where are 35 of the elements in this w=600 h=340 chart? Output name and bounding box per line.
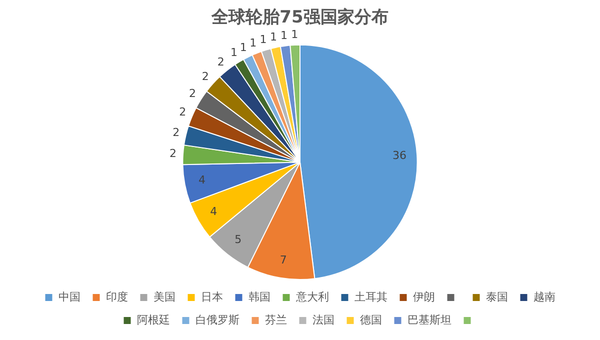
legend-label: 法国	[312, 313, 334, 326]
legend-label: 韩国	[248, 290, 270, 304]
legend-label: 意大利	[294, 290, 329, 304]
data-label: 36	[392, 148, 407, 162]
legend-label: 泰国	[486, 290, 508, 304]
data-label: 2	[202, 70, 209, 83]
legend-label: 伊朗	[412, 290, 435, 304]
data-label: 5	[234, 233, 242, 246]
data-label: 1	[230, 46, 238, 60]
data-label: 2	[179, 106, 186, 119]
data-label: 1	[291, 28, 298, 41]
data-label: 4	[198, 174, 206, 187]
legend-label: 美国	[153, 290, 176, 304]
data-label: 1	[260, 33, 267, 46]
data-label: 1	[280, 28, 288, 42]
data-label: 1	[270, 30, 278, 44]
data-label: 1	[250, 36, 257, 50]
legend-label: 德国	[360, 313, 382, 326]
legend-label: 巴基斯坦	[407, 313, 452, 326]
data-label: 7	[280, 253, 287, 266]
chart-title: 全球轮胎75强国家分布	[210, 8, 388, 28]
legend-label: 白俄罗斯	[195, 313, 240, 326]
data-label: 2	[172, 126, 180, 139]
legend-label: 印度	[106, 290, 128, 304]
data-label: 2	[169, 147, 176, 160]
data-label: 2	[189, 86, 196, 100]
legend-label: 中国	[58, 290, 80, 304]
legend-label: 阿根廷	[136, 313, 170, 326]
legend-label: 芬兰	[264, 313, 287, 326]
legend-label: 越南	[533, 290, 556, 304]
legend-label: 土耳其	[354, 290, 388, 304]
data-label: 1	[240, 41, 247, 54]
data-label: 2	[217, 55, 224, 68]
data-label: 4	[210, 204, 218, 218]
legend-label: 日本	[200, 290, 223, 304]
